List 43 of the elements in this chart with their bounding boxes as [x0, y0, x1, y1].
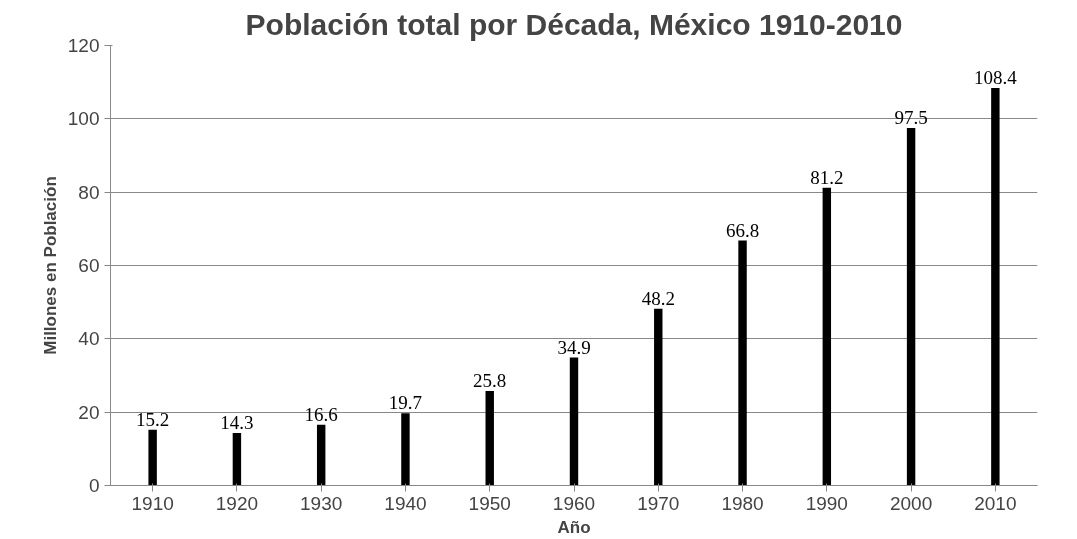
- bar: [738, 240, 747, 486]
- data-label: 19.7: [388, 392, 423, 414]
- y-tick-label: 80: [78, 181, 100, 203]
- y-tick-label: 20: [78, 401, 100, 423]
- bar: [401, 413, 410, 486]
- x-tick-label: 1950: [468, 492, 511, 514]
- x-tick-label: 1960: [552, 492, 596, 514]
- x-tick-label: 1940: [384, 492, 427, 514]
- chart-title: Población total por Década, México 1910-2010: [245, 7, 903, 41]
- y-tick-label: 100: [67, 108, 100, 130]
- data-label: 66.8: [725, 219, 760, 241]
- y-tick-label: 120: [67, 35, 100, 56]
- bar: [906, 128, 916, 486]
- bar: [316, 424, 326, 486]
- x-tick-label: 2000: [889, 492, 933, 514]
- x-tick-label: 1990: [805, 492, 848, 514]
- y-tick-label: 0: [88, 475, 100, 496]
- data-label: 108.4: [973, 67, 1018, 89]
- data-label: 97.5: [894, 107, 928, 128]
- bar: [148, 429, 157, 486]
- y-tick-label: 40: [78, 328, 100, 350]
- data-label: 15.2: [136, 408, 170, 430]
- x-tick-label: 1910: [131, 492, 174, 514]
- bar: [569, 357, 579, 486]
- data-label: 25.8: [473, 369, 507, 391]
- x-tick-label: 1980: [721, 492, 764, 514]
- data-label: 34.9: [557, 336, 591, 358]
- bar: [991, 88, 1000, 486]
- x-tick-label: 2010: [974, 492, 1017, 514]
- x-tick-label: 1970: [637, 492, 680, 514]
- y-tick-label: 60: [78, 255, 100, 276]
- data-label: 16.6: [304, 403, 338, 425]
- data-label: 48.2: [641, 287, 675, 309]
- x-tick-label: 1920: [215, 492, 259, 514]
- y-axis-title: Millones en Población: [40, 176, 60, 355]
- bar: [654, 308, 663, 486]
- bar: [232, 433, 242, 486]
- data-label: 81.2: [810, 166, 844, 188]
- x-tick-label: 1930: [300, 492, 343, 514]
- data-label: 14.3: [220, 412, 254, 434]
- x-axis-title: Año: [557, 517, 591, 537]
- bar: [822, 187, 832, 486]
- bar: [485, 390, 494, 486]
